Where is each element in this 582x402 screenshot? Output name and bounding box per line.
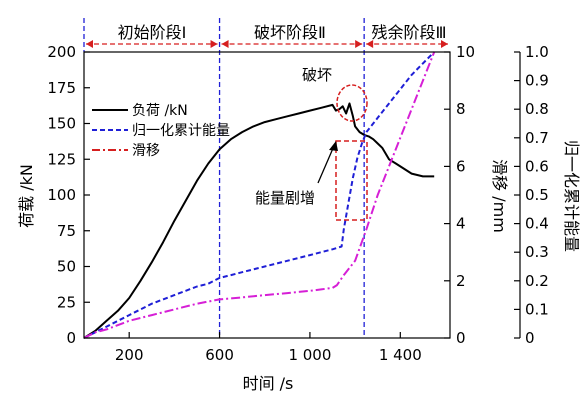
- series-line-0: [83, 102, 435, 339]
- legend-label-load: 负荷 /kN: [132, 103, 188, 119]
- y-right2-tick-label: 1.0: [525, 43, 549, 61]
- legend-label-slip: 滑移: [132, 142, 160, 159]
- stage-arrow-head: [441, 40, 448, 48]
- y-left-axis-ticks: 0 25 50 75 100 125 150 175 200: [47, 43, 90, 347]
- series-layer: [83, 51, 436, 339]
- stage-arrow-head: [221, 40, 229, 48]
- y-right2-tick-label: 0.7: [525, 129, 549, 147]
- stage-header: [86, 40, 448, 48]
- y-left-axis-title: 荷载 /kN: [17, 164, 36, 228]
- stage-arrow-head: [86, 40, 93, 48]
- stage-arrow-head: [210, 40, 218, 48]
- y-right1-tick-label: 4: [456, 215, 466, 233]
- series-line-2: [83, 51, 436, 339]
- y-left-tick-label: 75: [57, 222, 76, 240]
- annotation-failure-circle: [336, 84, 368, 122]
- y-right2-axis-ticks: 0 0.1 0.2 0.3 0.4 0.5 0.6 0.7 0.8 0.9 1.0: [514, 43, 549, 347]
- y-left-tick-label: 100: [47, 186, 76, 204]
- y-right1-tick-label: 6: [456, 157, 466, 175]
- y-left-tick-label: 25: [57, 293, 76, 311]
- legend: 负荷 /kN 归一化累计能量 滑移: [92, 103, 230, 159]
- x-tick-label: 1 400: [379, 346, 422, 364]
- y-right1-axis-title: 滑移 /mm: [490, 159, 509, 233]
- y-right2-tick-label: 0.3: [525, 243, 549, 261]
- y-right1-tick-label: 10: [456, 43, 475, 61]
- y-left-tick-label: 175: [47, 79, 76, 97]
- y-left-tick-label: 200: [47, 43, 76, 61]
- y-left-tick-label: 150: [47, 115, 76, 133]
- y-right1-tick-label: 0: [456, 329, 466, 347]
- stage-label-3: 残余阶段Ⅲ: [371, 23, 446, 42]
- stage-arrow-head: [366, 40, 374, 48]
- y-right2-tick-label: 0.4: [525, 215, 549, 233]
- annotation-arrow-line: [317, 145, 335, 184]
- annotation-energy-surge: 能量剧增: [255, 189, 315, 207]
- series-line-1: [83, 51, 435, 339]
- y-left-tick-label: 50: [57, 258, 76, 276]
- y-right2-tick-label: 0.9: [525, 72, 549, 90]
- y-right2-tick-label: 0.1: [525, 300, 549, 318]
- y-right2-tick-label: 0: [525, 329, 535, 347]
- x-tick-label: 200: [115, 346, 144, 364]
- annotation-energy-box: [335, 140, 368, 221]
- stage-arrow-head: [355, 40, 363, 48]
- x-axis-title: 时间 /s: [243, 374, 294, 393]
- x-tick-label: 1 000: [288, 346, 331, 364]
- stage-label-1: 初始阶段Ⅰ: [118, 23, 187, 42]
- y-right1-tick-label: 8: [456, 100, 466, 118]
- y-right2-tick-label: 0.5: [525, 186, 549, 204]
- y-right1-axis-ticks: 0 2 4 6 8 10: [444, 43, 475, 347]
- x-axis-ticks: 200 600 1 000 1 400: [115, 332, 422, 364]
- stage-boundary-lines: [83, 18, 365, 338]
- legend-label-energy: 归一化累计能量: [132, 122, 230, 139]
- y-right2-tick-label: 0.6: [525, 157, 549, 175]
- y-right2-axis-title: 归一化累计能量: [562, 140, 581, 252]
- y-right1-tick-label: 2: [456, 272, 466, 290]
- y-right2-tick-label: 0.2: [525, 272, 549, 290]
- y-left-tick-label: 125: [47, 150, 76, 168]
- stage-label-2: 破坏阶段Ⅱ: [254, 23, 326, 42]
- y-left-tick-label: 0: [66, 329, 76, 347]
- x-tick-label: 600: [205, 346, 234, 364]
- annotation-arrow-head: [329, 141, 338, 151]
- annotation-failure: 破坏: [302, 66, 332, 84]
- y-right2-tick-label: 0.8: [525, 100, 549, 118]
